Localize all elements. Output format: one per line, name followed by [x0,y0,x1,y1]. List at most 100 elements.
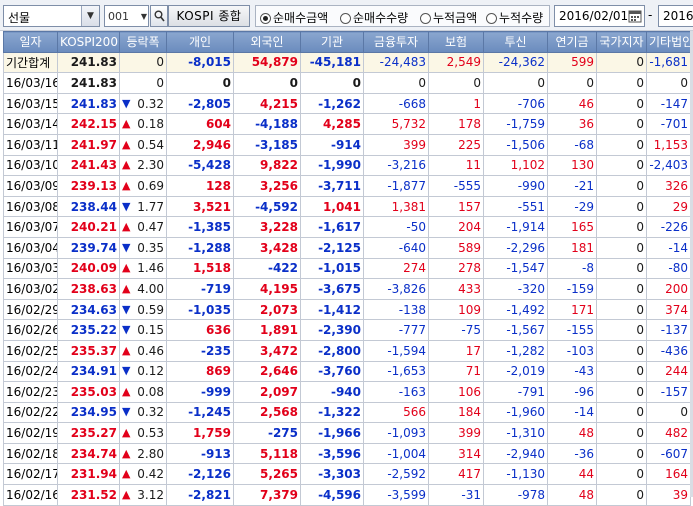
cell-trust: -1,506 [483,133,548,156]
cell-individual: 0 [166,72,234,94]
cell-institution: -940 [300,381,364,403]
cell-institution: -1,322 [300,401,364,424]
table-row[interactable]: 16/02/24 234.91 ▼ 0.12 869 2,646 -3,760 -1,653 7… [3,360,691,383]
table-row[interactable]: 16/02/16 231.52 ▲ 3.12 -2,821 7,379 -4,596 -3,5… [3,484,691,506]
cell-trust: -2,019 [483,360,548,383]
cell-insurance: 71 [428,360,484,383]
cell-financial-investment: -1,093 [363,422,429,444]
cell-date: 16/02/23 [3,381,58,403]
cell-kospi200: 241.83 [57,51,120,74]
chevron-down-icon[interactable]: ▼ [81,6,99,26]
cell-foreign: 0 [233,72,301,94]
cell-financial-investment: 566 [363,401,429,424]
cell-insurance: 184 [428,401,484,424]
table-row[interactable]: 16/02/19 235.27 ▲ 0.53 1,759 -275 -1,966 -1,093… [3,422,691,444]
code-input[interactable]: 001 ▼ [104,5,149,27]
table-row[interactable]: 16/03/07 240.21 ▲ 0.47 -1,385 3,228 -1,617 -50 2… [3,216,691,238]
cell-financial-investment: -1,594 [363,339,429,362]
column-header[interactable]: 기관 [300,31,364,53]
cell-other-corp: -226 [646,216,691,238]
cell-other-corp: -607 [646,442,691,465]
table-row[interactable]: 16/03/09 239.13 ▲ 0.69 128 3,256 -3,711 -1,877-… [3,175,691,197]
table-row[interactable]: 16/02/17 231.94 ▲ 0.42 -2,126 5,265 -3,303 -2,5… [3,463,691,486]
column-header[interactable]: 보험 [428,31,484,53]
cell-other-corp: 326 [646,175,691,197]
cell-kospi200: 235.03 [57,381,120,403]
cell-pension: -103 [547,339,597,362]
table-row[interactable]: 16/02/29 234.63 ▼ 0.59 -1,035 2,073 -1,412 -138… [3,298,691,321]
up-triangle-icon: ▲ [122,261,131,275]
table-row[interactable]: 16/03/14 242.15 ▲ 0.18 604 -4,188 4,285 5,732 17… [3,113,691,135]
calendar-icon[interactable] [628,9,642,23]
cell-kospi200: 234.63 [57,298,120,321]
cell-financial-investment: -50 [363,216,429,238]
table-row[interactable]: 16/03/16 241.83 0 0 0 0 0 0 0 0 0 0 [3,72,691,94]
search-button[interactable] [150,5,168,27]
table-row[interactable]: 16/03/15 241.83 ▼ 0.32 -2,805 4,215 -1,262 -668… [3,92,691,115]
table-row[interactable]: 16/03/08 238.44 ▼ 1.77 3,521 -4,592 1,041 1,381… [3,195,691,218]
cell-insurance: 589 [428,236,484,259]
cell-individual: 604 [166,113,234,135]
cell-trust: -2,940 [483,442,548,465]
column-header[interactable]: 투신 [483,31,548,53]
cell-financial-investment: 274 [363,257,429,280]
cell-change: ▲ 0.18 [119,113,167,135]
table-row[interactable]: 16/02/22 234.95 ▼ 0.32 -1,245 2,568 -1,322 566 1… [3,401,691,424]
table-row[interactable]: 16/02/18 234.74 ▲ 2.80 -913 5,118 -3,596 -1,004… [3,442,691,465]
column-header[interactable]: 외국인 [233,31,301,53]
category-combobox[interactable]: 선물 ▼ [3,5,100,27]
table-row[interactable]: 16/02/26 235.22 ▼ 0.15 636 1,891 -2,390 -777 -75… [3,319,691,341]
cell-other-corp: -436 [646,339,691,362]
cell-trust: -1,547 [483,257,548,280]
table-row[interactable]: 16/03/02 238.63 ▲ 4.00 -719 4,195 -3,675 -3,826… [3,278,691,300]
column-header[interactable]: 국가지자 [596,31,647,53]
cell-change: 0 [119,51,167,74]
cell-pension: 130 [547,154,597,177]
cell-pension: -8 [547,257,597,280]
cell-individual: -719 [166,278,234,300]
table-row[interactable]: 16/03/11 241.97 ▲ 0.54 2,946 -3,185 -914 399 225… [3,133,691,156]
cell-government: 0 [596,339,647,362]
start-date-input[interactable]: 2016/02/01 [554,5,645,27]
table-row[interactable]: 16/03/10 241.43 ▲ 2.30 -5,428 9,822 -1,990 -3,2… [3,154,691,177]
cell-trust: -1,759 [483,113,548,135]
radio-cumulative-amount[interactable]: 누적금액 [420,9,477,26]
investor-trading-table: 일자 KOSPI200 등락폭 개인 외국인 기관 금융투자 보험 투신 연기금 국가지자 기타법인 … [3,31,691,506]
cell-individual: -999 [166,381,234,403]
cell-institution: -3,303 [300,463,364,486]
cell-financial-investment: 5,732 [363,113,429,135]
radio-net-amount[interactable]: 순매수금액 [260,9,328,26]
column-header[interactable]: 기타법인 [646,31,691,53]
column-header[interactable]: KOSPI200 [57,31,120,53]
cell-pension: 44 [547,463,597,486]
column-header[interactable]: 연기금 [547,31,597,53]
radio-net-quantity[interactable]: 순매수수량 [340,9,408,26]
radio-unselected-icon [340,13,351,24]
cell-insurance: 1 [428,92,484,115]
table-row[interactable]: 16/02/25 235.37 ▲ 0.46 -235 3,472 -2,800 -1,594… [3,339,691,362]
cell-other-corp: -157 [646,381,691,403]
cell-change: ▼ 1.77 [119,195,167,218]
cell-individual: -8,015 [166,51,234,74]
end-date-input[interactable]: 2016/ [658,5,693,27]
cell-kospi200: 241.43 [57,154,120,177]
column-header[interactable]: 등락폭 [119,31,167,53]
down-triangle-icon: ▼ [122,405,131,419]
vertical-scrollbar[interactable] [690,31,693,497]
radio-cumulative-quantity[interactable]: 누적수량 [486,9,543,26]
cell-kospi200: 234.91 [57,360,120,383]
down-triangle-icon: ▼ [122,323,131,337]
column-header[interactable]: 일자 [3,31,58,53]
table-row[interactable]: 16/03/03 240.09 ▲ 1.46 1,518 -422 -1,015 274 278… [3,257,691,280]
column-header[interactable]: 금융투자 [363,31,429,53]
column-header[interactable]: 개인 [166,31,234,53]
cell-pension: 171 [547,298,597,321]
cell-government: 0 [596,216,647,238]
table-row[interactable]: 16/03/04 239.74 ▼ 0.35 -1,288 3,428 -2,125 -640… [3,236,691,259]
cell-government: 0 [596,236,647,259]
table-row[interactable]: 기간합계 241.83 0 -8,015 54,879 -45,181 -24,483 2,5… [3,51,691,74]
cell-date: 16/03/02 [3,278,58,300]
chevron-down-icon[interactable]: ▼ [140,12,147,21]
cell-other-corp: 482 [646,422,691,444]
table-row[interactable]: 16/02/23 235.03 ▲ 0.08 -999 2,097 -940 -163 106-… [3,381,691,403]
